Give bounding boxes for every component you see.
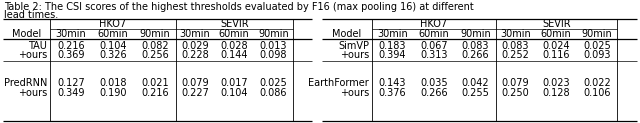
Text: 60min: 60min <box>98 29 129 39</box>
Text: 0.116: 0.116 <box>542 50 570 60</box>
Text: 0.227: 0.227 <box>181 88 209 98</box>
Text: 0.228: 0.228 <box>181 50 209 60</box>
Text: 0.144: 0.144 <box>220 50 248 60</box>
Text: +ours: +ours <box>340 88 369 98</box>
Text: 0.083: 0.083 <box>461 41 489 51</box>
Text: 0.216: 0.216 <box>141 88 169 98</box>
Text: 0.098: 0.098 <box>260 50 287 60</box>
Text: 60min: 60min <box>419 29 449 39</box>
Text: 90min: 90min <box>582 29 612 39</box>
Text: 0.086: 0.086 <box>260 88 287 98</box>
Text: 0.183: 0.183 <box>379 41 406 51</box>
Text: 60min: 60min <box>219 29 250 39</box>
Text: +ours: +ours <box>18 50 47 60</box>
Text: Model: Model <box>332 29 362 39</box>
Text: 0.025: 0.025 <box>260 78 287 88</box>
Text: Model: Model <box>12 29 41 39</box>
Text: Table 2: The CSI scores of the highest thresholds evaluated by F16 (max pooling : Table 2: The CSI scores of the highest t… <box>4 2 474 12</box>
Text: 0.106: 0.106 <box>583 88 611 98</box>
Text: TAU: TAU <box>28 41 47 51</box>
Text: 0.190: 0.190 <box>99 88 127 98</box>
Text: 60min: 60min <box>541 29 572 39</box>
Text: 0.029: 0.029 <box>181 41 209 51</box>
Text: SimVP: SimVP <box>338 41 369 51</box>
Text: 0.252: 0.252 <box>502 50 529 60</box>
Text: 0.082: 0.082 <box>141 41 169 51</box>
Text: 0.083: 0.083 <box>502 41 529 51</box>
Text: 0.143: 0.143 <box>379 78 406 88</box>
Text: +ours: +ours <box>18 88 47 98</box>
Text: 0.349: 0.349 <box>57 88 84 98</box>
Text: 0.255: 0.255 <box>461 88 490 98</box>
Text: 0.023: 0.023 <box>542 78 570 88</box>
Text: 30min: 30min <box>377 29 408 39</box>
Text: lead times.: lead times. <box>4 9 58 20</box>
Text: 30min: 30min <box>180 29 211 39</box>
Text: 90min: 90min <box>258 29 289 39</box>
Text: 0.127: 0.127 <box>57 78 85 88</box>
Text: 0.104: 0.104 <box>99 41 127 51</box>
Text: 0.369: 0.369 <box>57 50 84 60</box>
Text: 0.035: 0.035 <box>420 78 448 88</box>
Text: SEVIR: SEVIR <box>542 19 571 29</box>
Text: 0.021: 0.021 <box>141 78 169 88</box>
Text: 0.067: 0.067 <box>420 41 448 51</box>
Text: 90min: 90min <box>460 29 491 39</box>
Text: 0.018: 0.018 <box>99 78 127 88</box>
Text: PredRNN: PredRNN <box>4 78 47 88</box>
Text: 0.266: 0.266 <box>461 50 490 60</box>
Text: 0.079: 0.079 <box>181 78 209 88</box>
Text: 0.216: 0.216 <box>57 41 85 51</box>
Text: 0.250: 0.250 <box>502 88 529 98</box>
Text: EarthFormer: EarthFormer <box>308 78 369 88</box>
Text: 0.394: 0.394 <box>379 50 406 60</box>
Text: SEVIR: SEVIR <box>220 19 249 29</box>
Text: 0.013: 0.013 <box>260 41 287 51</box>
Text: 0.017: 0.017 <box>220 78 248 88</box>
Text: 90min: 90min <box>140 29 170 39</box>
Text: 0.256: 0.256 <box>141 50 169 60</box>
Text: HKO7: HKO7 <box>420 19 447 29</box>
Text: 0.024: 0.024 <box>542 41 570 51</box>
Text: 0.028: 0.028 <box>220 41 248 51</box>
Text: 0.376: 0.376 <box>379 88 406 98</box>
Text: 0.104: 0.104 <box>220 88 248 98</box>
Text: 0.022: 0.022 <box>583 78 611 88</box>
Text: 0.042: 0.042 <box>461 78 490 88</box>
Text: 0.313: 0.313 <box>420 50 448 60</box>
Text: +ours: +ours <box>340 50 369 60</box>
Text: 0.128: 0.128 <box>542 88 570 98</box>
Text: 0.093: 0.093 <box>583 50 611 60</box>
Text: 0.079: 0.079 <box>502 78 529 88</box>
Text: 0.266: 0.266 <box>420 88 448 98</box>
Text: 30min: 30min <box>56 29 86 39</box>
Text: 30min: 30min <box>500 29 531 39</box>
Text: HKO7: HKO7 <box>99 19 127 29</box>
Text: 0.326: 0.326 <box>99 50 127 60</box>
Text: 0.025: 0.025 <box>583 41 611 51</box>
